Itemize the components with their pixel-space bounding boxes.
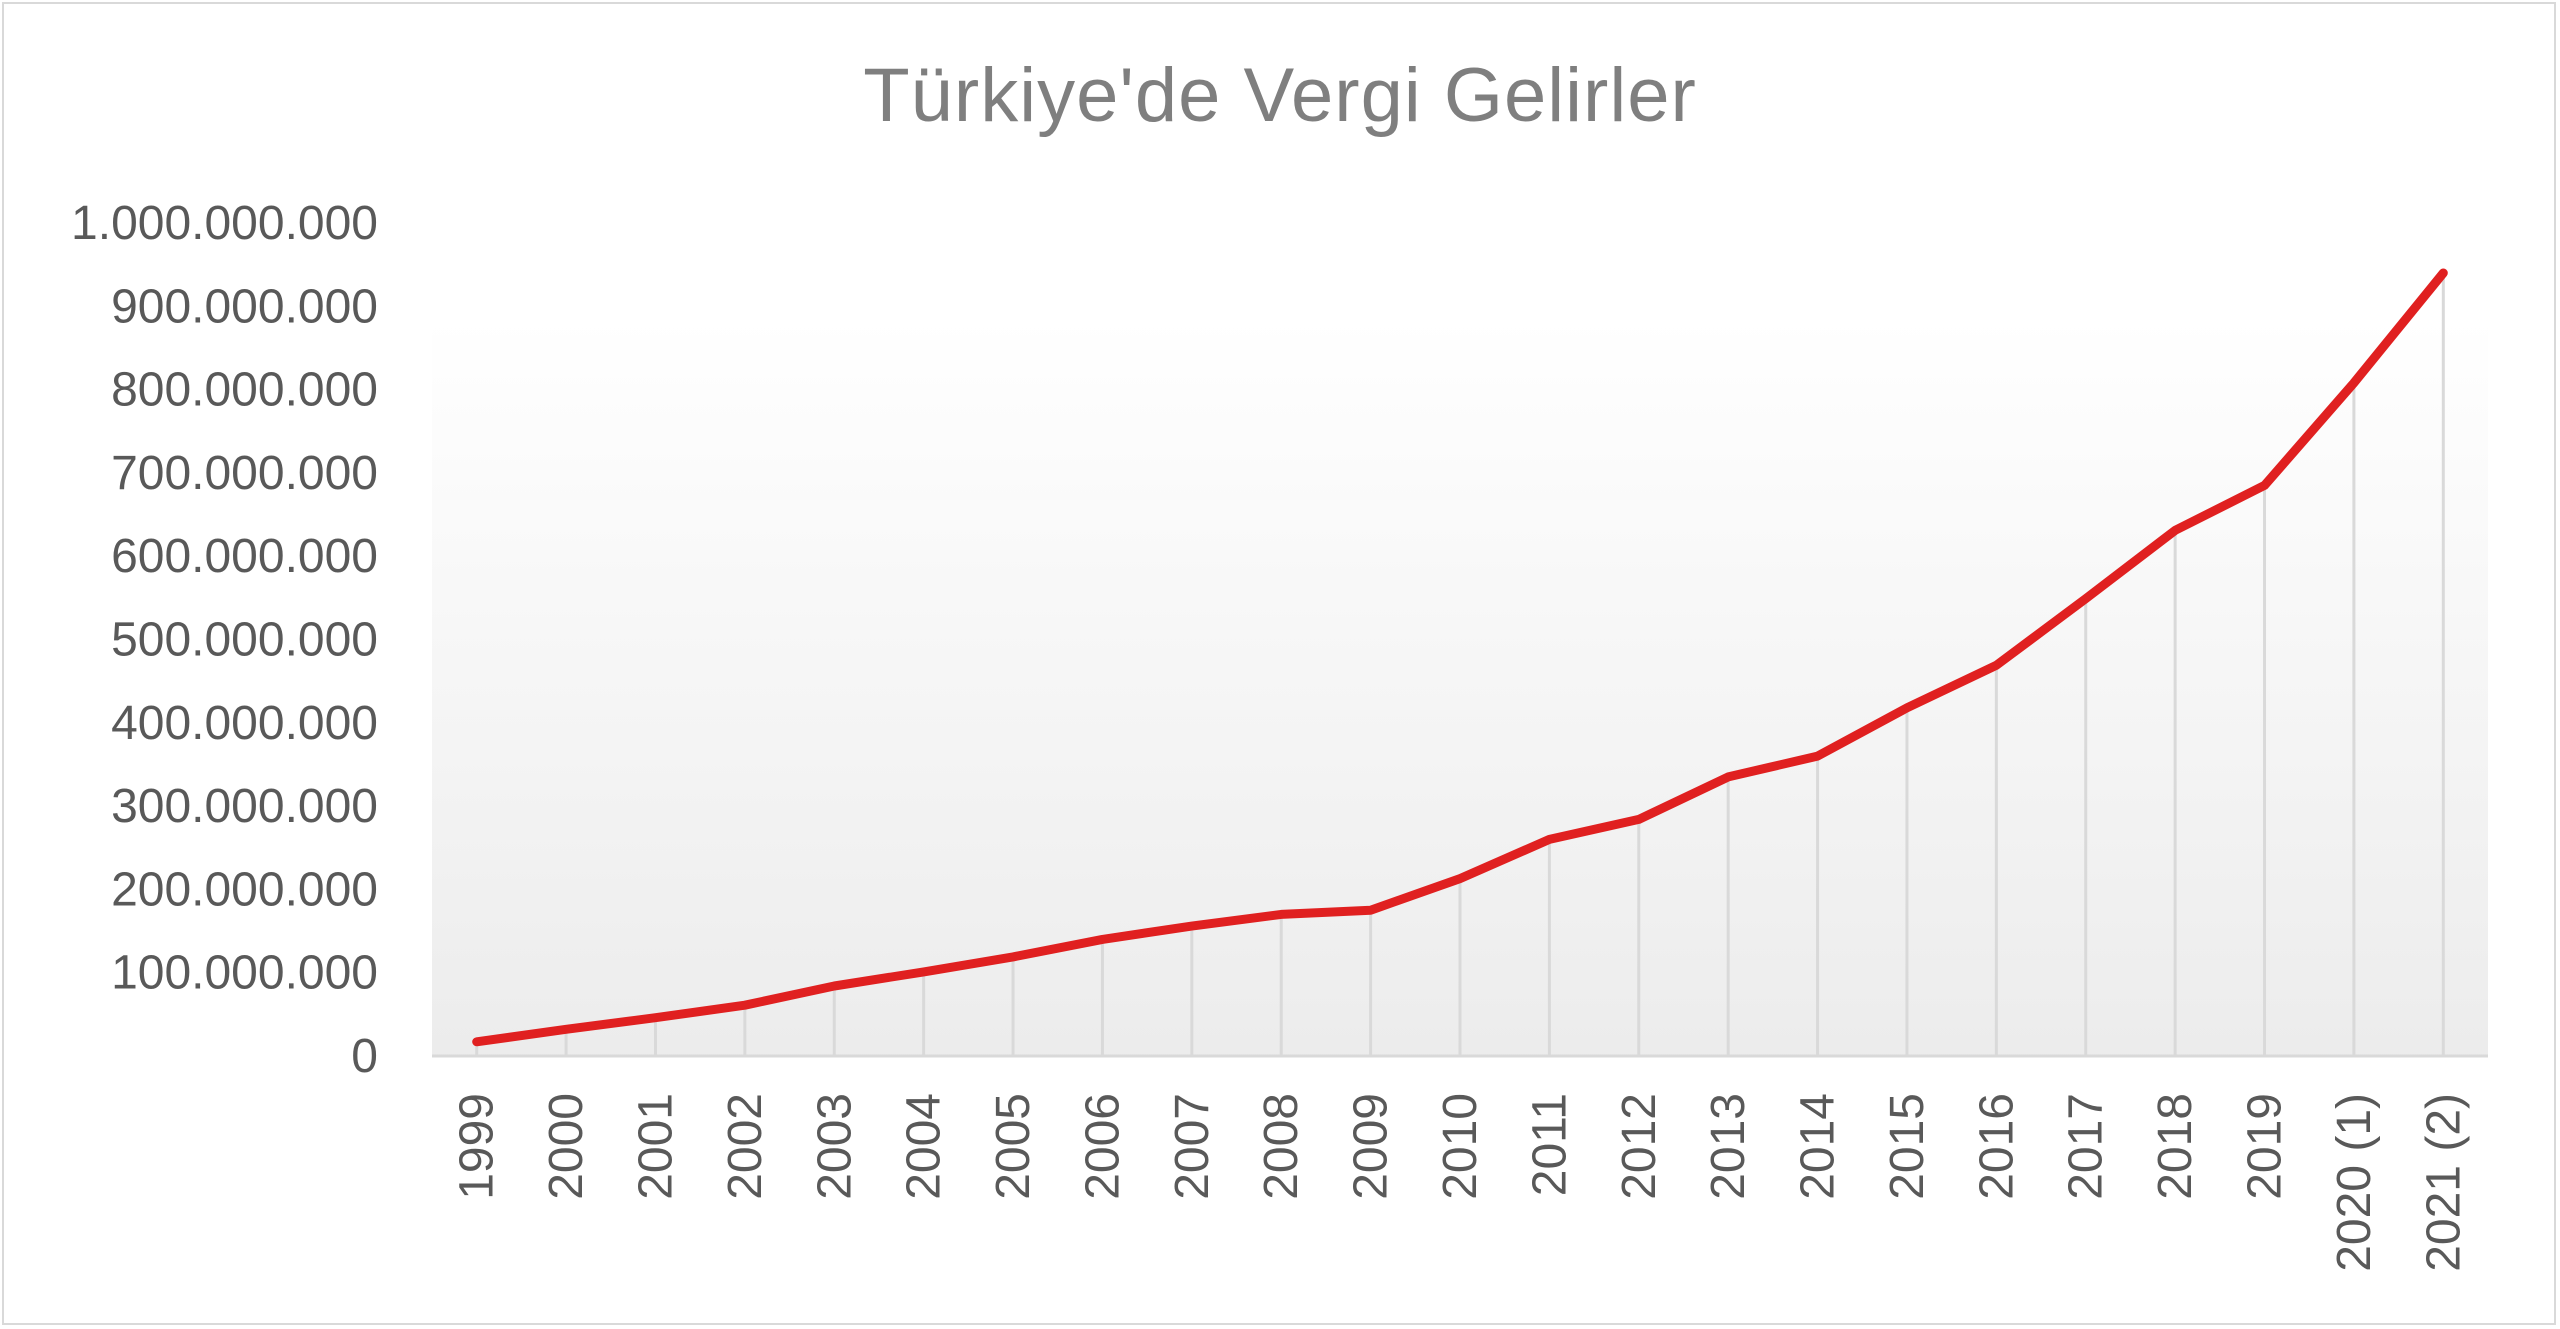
x-axis-ticks: 1999 2000 2001 2002 2003 2004 2005 2006 2007 2008…: [451, 1093, 2471, 1272]
x-tick-label: 2019: [2239, 1093, 2292, 1200]
x-tick-label: 2000: [540, 1093, 593, 1200]
x-tick-label: 2014: [1792, 1093, 1845, 1200]
x-tick-label: 2010: [1434, 1093, 1487, 1200]
y-tick-label: 600.000.000: [111, 530, 378, 583]
x-tick-label: 2020 (1): [2328, 1093, 2381, 1272]
x-tick-label: 2005: [987, 1093, 1040, 1200]
x-tick-label: 2012: [1613, 1093, 1666, 1200]
x-tick-label: 2021 (2): [2417, 1093, 2470, 1272]
y-tick-label: 800.000.000: [111, 364, 378, 417]
y-tick-label: 300.000.000: [111, 780, 378, 833]
x-tick-label: 1999: [451, 1093, 504, 1200]
series-line: [472, 268, 2448, 1047]
y-tick-label: 200.000.000: [111, 863, 378, 916]
x-tick-label: 2009: [1345, 1093, 1398, 1200]
drop-lines: [475, 272, 2445, 1056]
x-tick-label: 2015: [1881, 1093, 1934, 1200]
y-axis-ticks: 0 100.000.000 200.000.000 300.000.000 400.00…: [71, 197, 378, 1083]
y-tick-label: 700.000.000: [111, 447, 378, 500]
x-tick-label: 2003: [808, 1093, 861, 1200]
y-tick-label: 400.000.000: [111, 697, 378, 750]
x-tick-label: 2007: [1166, 1093, 1219, 1200]
y-tick-label: 0: [351, 1030, 378, 1083]
x-tick-label: 2006: [1076, 1093, 1129, 1200]
chart-title: Türkiye'de Vergi Gelirler: [863, 53, 1697, 138]
x-tick-label: 2001: [629, 1093, 682, 1200]
x-tick-label: 2017: [2060, 1093, 2113, 1200]
x-tick-label: 2016: [1970, 1093, 2023, 1200]
x-tick-label: 2008: [1255, 1093, 1308, 1200]
x-tick-label: 2011: [1523, 1093, 1576, 1196]
y-tick-label: 500.000.000: [111, 614, 378, 667]
y-tick-label: 900.000.000: [111, 280, 378, 333]
y-tick-label: 100.000.000: [111, 947, 378, 1000]
x-tick-label: 2002: [719, 1093, 772, 1200]
x-tick-label: 2004: [898, 1093, 951, 1200]
x-tick-label: 2018: [2149, 1093, 2202, 1200]
y-tick-label: 1.000.000.000: [71, 197, 378, 250]
x-tick-label: 2013: [1702, 1093, 1755, 1200]
